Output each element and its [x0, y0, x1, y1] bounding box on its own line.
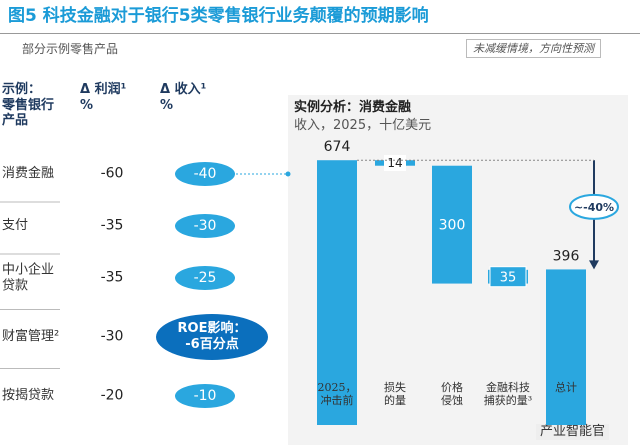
value-label: 35 [500, 271, 517, 286]
chart-title: 实例分析：消费金融 [294, 100, 412, 115]
x-tick-label: 2025， 冲击前 [317, 381, 357, 408]
title-rule [0, 33, 640, 34]
subtitle: 部分示例零售产品 [22, 42, 119, 56]
annotation-badge [569, 193, 619, 220]
profit: -35 [100, 269, 124, 286]
annotation: ~-40% [574, 201, 614, 214]
row-label: 财富管理² [2, 329, 60, 345]
chart-subtitle: 收入，2025，十亿美元 [294, 118, 432, 133]
value-label: 14 [387, 156, 402, 170]
bar [432, 165, 472, 284]
bar [317, 160, 357, 425]
label-box [489, 266, 527, 288]
bar [546, 269, 586, 425]
row-label: 支付 [2, 218, 29, 234]
column-header: Δ 收入¹ % [160, 82, 207, 113]
profit: -30 [100, 328, 124, 345]
watermark: 产业智能官 [536, 424, 610, 440]
title: 图5 科技金融对于银行5类零售银行业务颠覆的预期影响 [8, 6, 429, 26]
label-box [384, 154, 406, 171]
x-tick-label: 价格 侵蚀 [441, 381, 463, 408]
profit: -60 [100, 165, 124, 182]
x-tick-label: 损失 的量 [384, 381, 406, 408]
revenue-badge: -10 [175, 384, 235, 408]
row-label: 中小企业 贷款 [2, 262, 55, 293]
revenue-badge: -25 [175, 266, 235, 290]
x-tick-label: 金融科技 捕获的量³ [483, 381, 533, 408]
roe-badge: ROE影响： -6百分点 [156, 314, 268, 360]
value-label: 396 [553, 248, 580, 264]
value-label: 674 [324, 139, 351, 155]
profit: -35 [100, 217, 124, 234]
x-tick-label: 总计 [555, 381, 577, 394]
note: 未减缓情境，方向性预测 [466, 39, 601, 59]
revenue-badge: -40 [175, 162, 235, 186]
column-header: 示例： 零售银行 产品 [2, 82, 55, 129]
column-header: Δ 利润¹ % [80, 82, 127, 113]
revenue-badge: -30 [175, 214, 235, 238]
row-label: 消费金融 [2, 166, 55, 182]
connector-dot [285, 171, 291, 177]
profit: -20 [100, 387, 124, 404]
value-label: 300 [439, 218, 466, 234]
row-label: 按揭贷款 [2, 388, 55, 404]
arrow-head [589, 260, 599, 270]
